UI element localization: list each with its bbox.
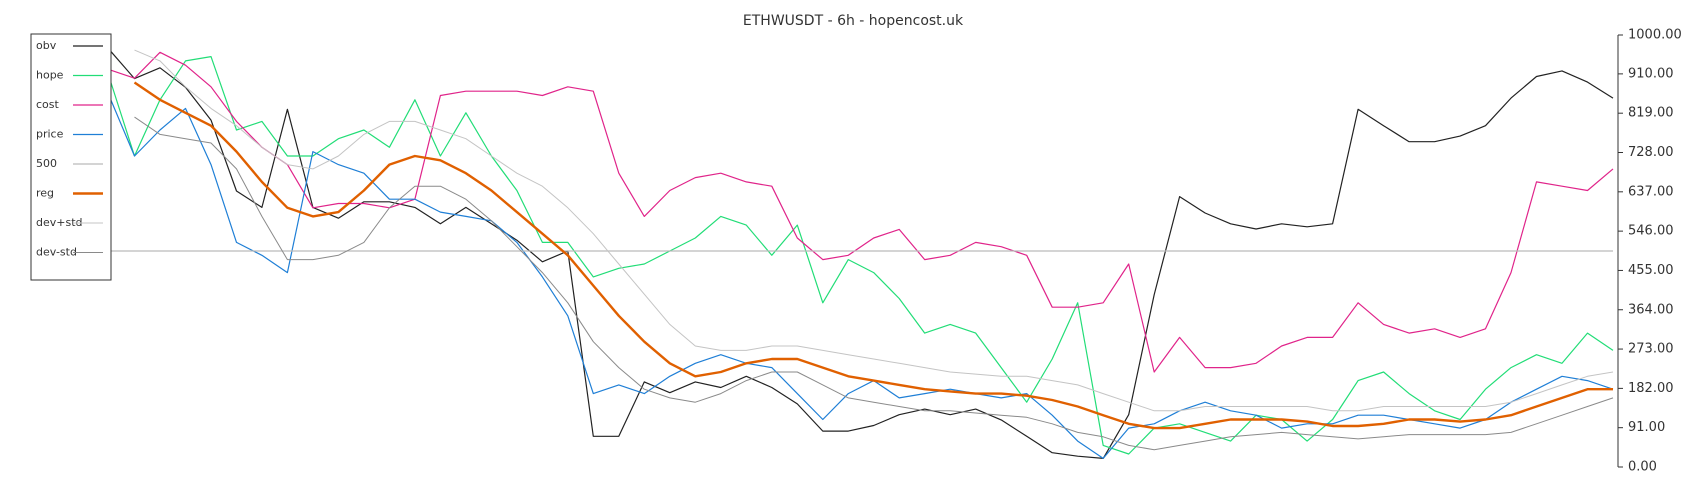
legend-label: price — [36, 128, 64, 141]
legend-label: dev+std — [36, 216, 83, 229]
y-tick-label: 273.00 — [1628, 342, 1674, 357]
series-line — [133, 81, 1613, 430]
series-line — [134, 116, 1614, 451]
y-tick-label: 910.00 — [1628, 66, 1674, 81]
series-line — [108, 51, 1614, 373]
y-tick-label: 455.00 — [1628, 263, 1674, 278]
legend-label: 500 — [36, 157, 57, 170]
y-tick-label: 91.00 — [1628, 420, 1665, 435]
legend-label: cost — [36, 98, 60, 111]
legend-label: hope — [36, 69, 64, 82]
y-tick-label: 819.00 — [1628, 106, 1674, 121]
legend-label: dev-std — [36, 246, 77, 259]
legend-label: reg — [36, 187, 54, 200]
y-tick-label: 182.00 — [1628, 381, 1674, 396]
y-tick-label: 728.00 — [1628, 145, 1674, 160]
y-tick-label: 546.00 — [1628, 224, 1674, 239]
y-tick-label: 364.00 — [1628, 302, 1674, 317]
y-tick-label: 0.00 — [1628, 460, 1657, 475]
y-tick-label: 637.00 — [1628, 184, 1674, 199]
series-line — [134, 49, 1614, 412]
legend-label: obv — [36, 39, 57, 52]
series-line — [108, 56, 1614, 455]
series-line — [108, 95, 1614, 459]
chart-title: ETHWUSDT - 6h - hopencost.uk — [743, 13, 964, 29]
legend: obv hope cost price 500 reg dev+std dev-std — [30, 33, 112, 281]
y-tick-label: 1000.00 — [1628, 28, 1682, 43]
series-line — [108, 48, 1614, 459]
